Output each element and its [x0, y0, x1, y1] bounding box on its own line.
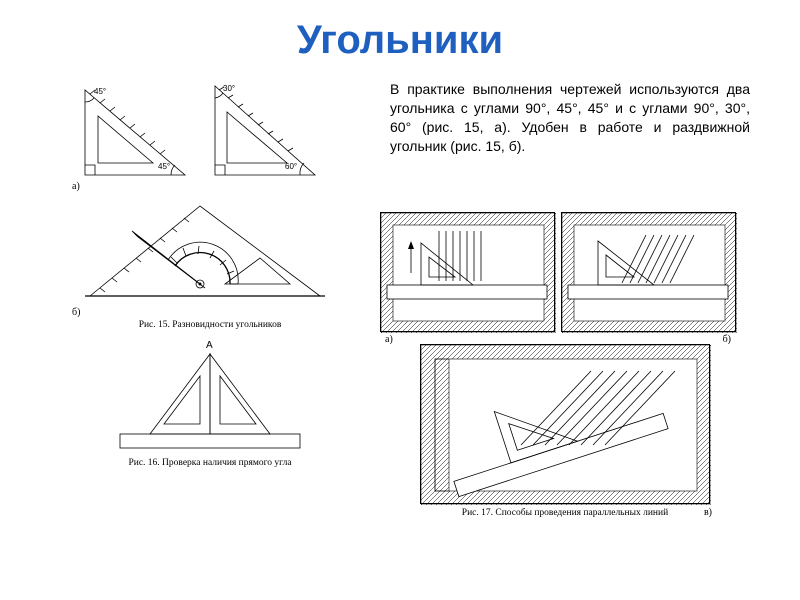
- fig17-panel-b: б): [561, 212, 736, 332]
- right-column: В практике выполнения чертежей использую…: [390, 80, 750, 156]
- angle-45-base: 45°: [158, 162, 170, 171]
- fig17-panel-c: в): [420, 344, 710, 504]
- angle-60-base: 60°: [285, 162, 297, 171]
- body-text: В практике выполнения чертежей использую…: [390, 80, 750, 156]
- left-column: 45° 45° 30° 60°: [70, 80, 350, 468]
- fig15-label-b: б): [72, 307, 80, 318]
- fig15-label-a: а): [72, 181, 80, 192]
- fig17-upper-panels: а) б): [380, 212, 736, 332]
- fig15-caption: Рис. 15. Разновидности угольников: [70, 320, 350, 330]
- fig15-adjustable: б): [70, 196, 330, 316]
- fig17-label-b: б): [723, 334, 731, 345]
- fig17-label-a: а): [385, 334, 393, 345]
- fig16-caption: Рис. 16. Проверка наличия прямого угла: [70, 458, 350, 468]
- angle-45-top: 45°: [94, 87, 106, 96]
- fig15-triangles: 45° 45° 30° 60°: [70, 80, 330, 190]
- angle-30-top: 30°: [223, 84, 235, 93]
- fig17-caption: Рис. 17. Способы проведения параллельных…: [380, 508, 750, 518]
- fig17-panel-a: а): [380, 212, 555, 332]
- page-title: Угольники: [0, 18, 800, 63]
- fig16-diagram: A: [110, 336, 310, 456]
- apex-label: A: [206, 340, 213, 351]
